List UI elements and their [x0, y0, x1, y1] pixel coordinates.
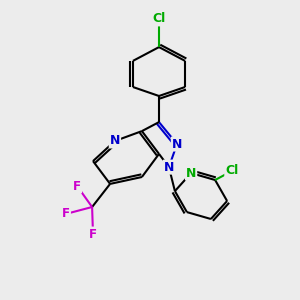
Text: N: N — [164, 160, 174, 174]
Text: Cl: Cl — [152, 12, 166, 26]
Text: N: N — [110, 134, 120, 148]
Text: N: N — [186, 167, 196, 180]
Text: F: F — [89, 227, 97, 241]
Text: Cl: Cl — [225, 164, 239, 178]
Text: F: F — [73, 179, 81, 193]
Text: F: F — [62, 207, 70, 220]
Text: N: N — [172, 137, 182, 151]
